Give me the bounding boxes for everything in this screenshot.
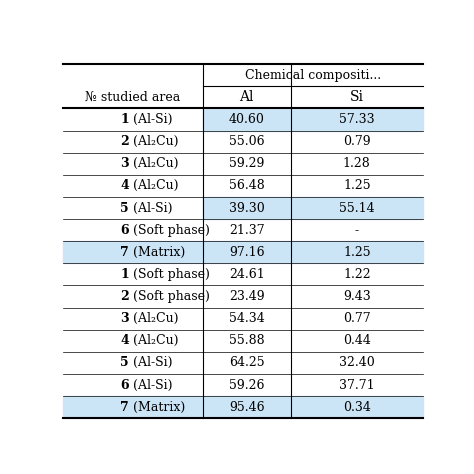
Text: 1: 1 <box>120 268 129 281</box>
Text: 2: 2 <box>120 135 129 148</box>
Text: Al: Al <box>239 91 254 104</box>
Text: 6: 6 <box>120 379 129 392</box>
Text: 1.25: 1.25 <box>343 179 371 192</box>
Text: 55.14: 55.14 <box>339 201 374 215</box>
Text: 4: 4 <box>120 179 129 192</box>
Text: 23.49: 23.49 <box>229 290 264 303</box>
Text: 3: 3 <box>120 312 129 325</box>
Text: (Al₂Cu): (Al₂Cu) <box>129 135 179 148</box>
Text: № studied area: № studied area <box>85 91 180 104</box>
Text: (Al₂Cu): (Al₂Cu) <box>129 179 179 192</box>
Text: 32.40: 32.40 <box>339 356 374 369</box>
Text: Chemical compositi...: Chemical compositi... <box>245 69 381 82</box>
Text: (Soft phase): (Soft phase) <box>129 290 210 303</box>
Text: (Al-Si): (Al-Si) <box>129 113 173 126</box>
Bar <box>63 396 423 418</box>
Text: 59.26: 59.26 <box>229 379 264 392</box>
Text: 95.46: 95.46 <box>229 401 264 414</box>
Text: (Al-Si): (Al-Si) <box>129 201 173 215</box>
Text: 1: 1 <box>120 113 129 126</box>
Text: 37.71: 37.71 <box>339 379 374 392</box>
Text: 64.25: 64.25 <box>229 356 264 369</box>
Text: 1.25: 1.25 <box>343 246 371 259</box>
Text: 59.29: 59.29 <box>229 157 264 170</box>
Text: 97.16: 97.16 <box>229 246 264 259</box>
Text: 56.48: 56.48 <box>229 179 264 192</box>
Text: 7: 7 <box>120 401 129 414</box>
Text: (Soft phase): (Soft phase) <box>129 268 210 281</box>
Text: (Matrix): (Matrix) <box>129 401 185 414</box>
Text: 0.77: 0.77 <box>343 312 371 325</box>
Text: 39.30: 39.30 <box>229 201 264 215</box>
Text: 21.37: 21.37 <box>229 224 264 237</box>
Text: 0.44: 0.44 <box>343 334 371 347</box>
Text: (Al₂Cu): (Al₂Cu) <box>129 334 179 347</box>
Text: -: - <box>355 224 359 237</box>
Bar <box>202 109 423 130</box>
Text: 24.61: 24.61 <box>229 268 264 281</box>
Text: 5: 5 <box>120 356 129 369</box>
Text: (Al-Si): (Al-Si) <box>129 379 173 392</box>
Text: 3: 3 <box>120 157 129 170</box>
Text: 1.28: 1.28 <box>343 157 371 170</box>
Text: 0.79: 0.79 <box>343 135 371 148</box>
Text: 55.88: 55.88 <box>229 334 264 347</box>
Text: 2: 2 <box>120 290 129 303</box>
Text: 0.34: 0.34 <box>343 401 371 414</box>
Text: Si: Si <box>350 91 364 104</box>
Text: 54.34: 54.34 <box>229 312 264 325</box>
Text: (Al₂Cu): (Al₂Cu) <box>129 312 179 325</box>
Text: (Al₂Cu): (Al₂Cu) <box>129 157 179 170</box>
Text: (Matrix): (Matrix) <box>129 246 185 259</box>
Text: 9.43: 9.43 <box>343 290 371 303</box>
Text: 1.22: 1.22 <box>343 268 371 281</box>
Text: (Soft phase): (Soft phase) <box>129 224 210 237</box>
Bar <box>63 241 423 264</box>
Text: (Al-Si): (Al-Si) <box>129 356 173 369</box>
Text: 4: 4 <box>120 334 129 347</box>
Text: 55.06: 55.06 <box>229 135 264 148</box>
Text: 5: 5 <box>120 201 129 215</box>
Text: 6: 6 <box>120 224 129 237</box>
Text: 40.60: 40.60 <box>228 113 264 126</box>
Bar <box>202 197 423 219</box>
Text: 7: 7 <box>120 246 129 259</box>
Text: 57.33: 57.33 <box>339 113 374 126</box>
